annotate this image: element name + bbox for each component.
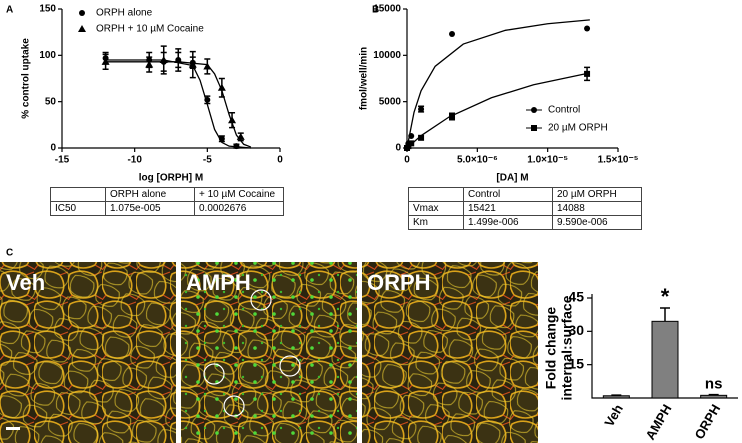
x-axis-label: [DA] M	[496, 173, 528, 184]
table-cell: 9.590e-006	[552, 215, 642, 230]
y-tick-label: 50	[45, 96, 57, 107]
legend-marker	[79, 10, 85, 16]
point	[188, 60, 197, 68]
point	[233, 143, 240, 150]
y-tick-label: 30	[568, 322, 584, 338]
point	[408, 132, 415, 139]
table-cell: IC50	[50, 201, 106, 216]
x-tick-label: ORPH	[691, 402, 723, 442]
y-tick-label: 15	[568, 355, 584, 371]
point	[418, 106, 425, 113]
table-cell: 1.499e-006	[463, 215, 553, 230]
y-tick-label: 100	[39, 50, 56, 61]
fit-curve	[406, 19, 590, 149]
legend-label: ORPH + 10 µM Cocaine	[96, 24, 204, 35]
point	[228, 116, 237, 124]
image-label: AMPH	[186, 270, 251, 295]
y-tick-label: 45	[568, 289, 584, 305]
table-cell: 15421	[463, 201, 553, 216]
x-tick-label: AMPH	[642, 402, 674, 443]
point	[159, 55, 168, 63]
table-cell: ORPH alone	[105, 187, 195, 202]
table-row: IC50 1.075e-005 0.0002676	[50, 201, 284, 216]
x-tick-label: -15	[55, 155, 70, 166]
table-row: Control 20 µM ORPH	[408, 187, 642, 202]
point	[217, 83, 226, 91]
y-tick-label: 150	[39, 4, 56, 15]
y-axis-label: internal:surface	[559, 295, 575, 400]
point	[418, 134, 425, 141]
x-tick-label: 0	[404, 155, 410, 166]
annotation: ns	[705, 376, 723, 393]
y-tick-label: 0	[50, 143, 56, 154]
point	[584, 70, 591, 77]
y-axis-label: fmol/well/min	[359, 47, 370, 110]
panel-label: B	[372, 5, 379, 16]
results-table: ORPH alone + 10 µM Cocaine IC50 1.075e-005 0…	[50, 187, 284, 216]
table-cell	[408, 187, 464, 202]
point	[218, 135, 225, 142]
table-cell: Control	[463, 187, 553, 202]
x-tick-label: -5	[203, 155, 212, 166]
y-axis-label: Fold change	[543, 307, 559, 390]
point	[145, 60, 154, 68]
micrograph-amph	[181, 262, 357, 443]
point	[584, 25, 591, 32]
bar	[700, 394, 728, 399]
legend-label: ORPH alone	[96, 8, 153, 19]
table-row: ORPH alone + 10 µM Cocaine	[50, 187, 284, 202]
point	[449, 31, 456, 38]
x-tick-label: -10	[127, 155, 142, 166]
annotation: *	[661, 284, 670, 309]
legend-marker	[531, 107, 537, 113]
point	[203, 62, 212, 70]
table-row: Km 1.499e-006 9.590e-006	[408, 215, 642, 230]
y-axis-label: % control uptake	[21, 38, 32, 119]
x-tick-label: 1.0×10⁻⁵	[527, 155, 568, 166]
x-tick-label: 0	[277, 155, 283, 166]
point	[174, 55, 183, 63]
point	[408, 140, 415, 147]
y-tick-label: 0	[395, 143, 401, 154]
x-axis-label: log [ORPH] M	[139, 173, 203, 184]
image-label: Veh	[6, 270, 45, 295]
table-cell: 0.0002676	[194, 201, 284, 216]
x-tick-label: 5.0×10⁻⁶	[457, 155, 498, 166]
legend-label: Control	[548, 105, 580, 116]
y-tick-label: 15000	[373, 4, 401, 15]
y-tick-label: 10000	[373, 50, 401, 61]
image-label: ORPH	[367, 270, 431, 295]
point	[204, 96, 211, 103]
results-table: Control 20 µM ORPH Vmax 15421 14088 Km 1.499e-…	[408, 187, 642, 230]
error-bar	[660, 307, 670, 322]
fit-curve	[105, 59, 251, 149]
panel-label: A	[6, 5, 13, 16]
bar	[651, 320, 679, 399]
table-cell: Vmax	[408, 201, 464, 216]
axis	[591, 294, 738, 399]
legend-marker	[78, 25, 86, 32]
table-row: Vmax 15421 14088	[408, 201, 642, 216]
table-cell: 14088	[552, 201, 642, 216]
table-cell: 20 µM ORPH	[552, 187, 642, 202]
micrograph-veh	[0, 262, 176, 443]
table-cell	[50, 187, 106, 202]
table-cell: + 10 µM Cocaine	[194, 187, 284, 202]
table-cell: 1.075e-005	[105, 201, 195, 216]
point	[236, 132, 245, 140]
micrograph-orph	[362, 262, 538, 443]
x-tick-label: Veh	[601, 402, 626, 430]
bar	[602, 395, 630, 399]
point	[449, 113, 456, 120]
panel-label: C	[6, 248, 13, 259]
y-tick-label: 5000	[379, 96, 402, 107]
legend-label: 20 µM ORPH	[548, 123, 608, 134]
point	[101, 57, 110, 65]
fit-curve	[105, 61, 252, 148]
x-tick-label: 1.5×10⁻⁵	[598, 155, 639, 166]
legend-marker	[531, 125, 537, 131]
table-cell: Km	[408, 215, 464, 230]
